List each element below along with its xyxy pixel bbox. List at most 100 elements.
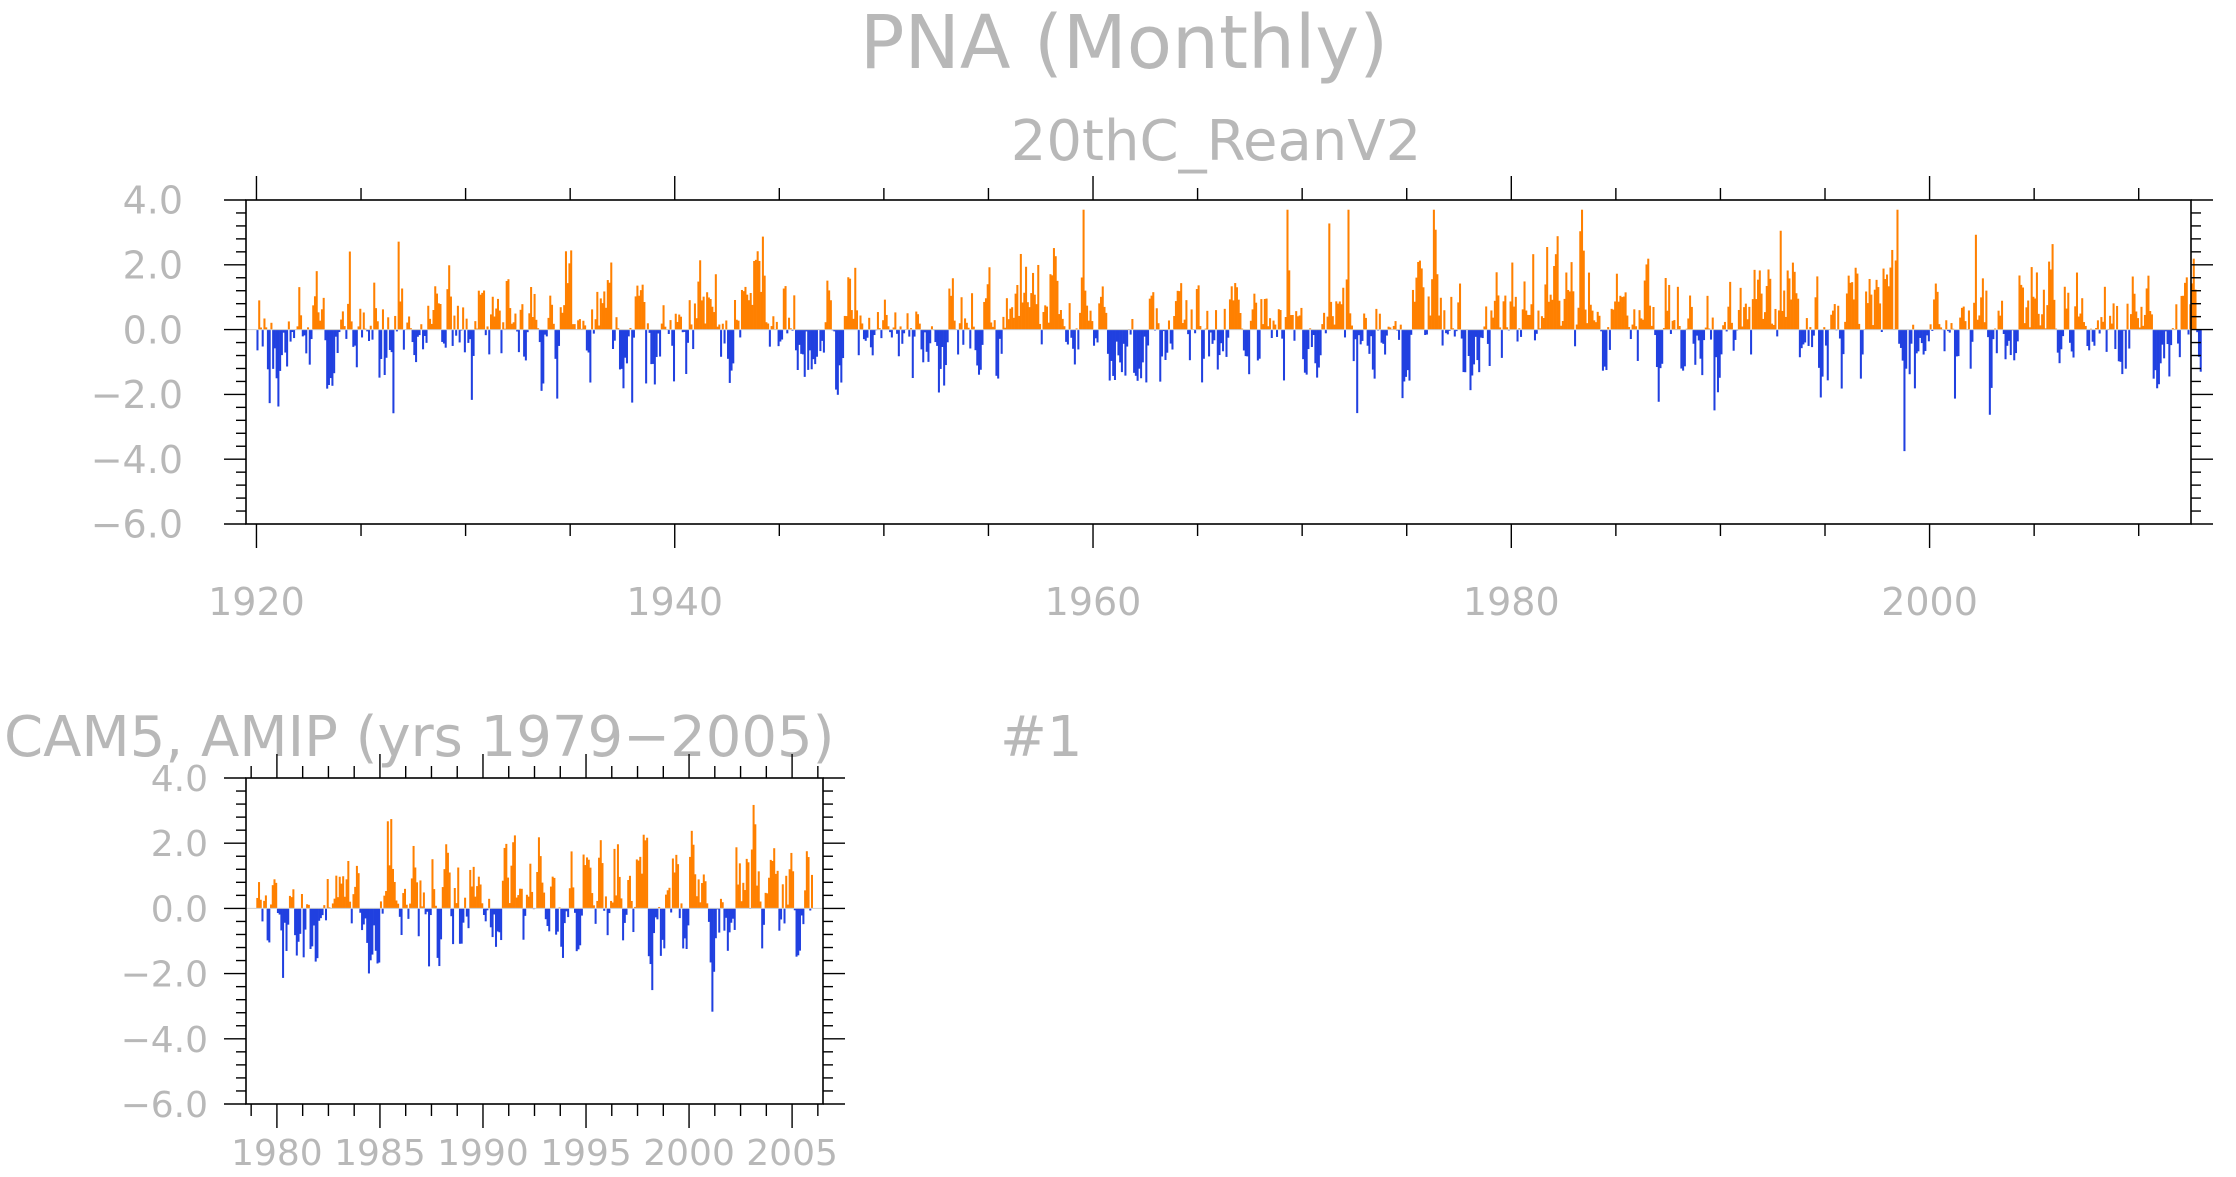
bar-138 bbox=[493, 908, 496, 915]
bar-59 bbox=[359, 308, 362, 330]
bar-470 bbox=[1075, 328, 1078, 330]
bar-323 bbox=[810, 874, 813, 909]
bar-678 bbox=[1438, 315, 1441, 330]
bar-898 bbox=[1821, 329, 1824, 377]
bar-272 bbox=[730, 329, 733, 371]
bar-214 bbox=[629, 327, 632, 330]
bar-187 bbox=[582, 320, 585, 330]
bar-88 bbox=[409, 328, 412, 330]
bar-487 bbox=[1105, 312, 1108, 330]
bar-783 bbox=[1621, 297, 1624, 330]
bar-632 bbox=[1357, 329, 1360, 336]
bar-319 bbox=[812, 329, 815, 360]
bar-605 bbox=[1310, 329, 1313, 348]
bar-1056 bbox=[2096, 320, 2099, 330]
bar-462 bbox=[1061, 318, 1064, 330]
bar-157 bbox=[525, 894, 528, 909]
bar-810 bbox=[1668, 284, 1671, 330]
bar-261 bbox=[711, 306, 714, 330]
bar-207 bbox=[617, 328, 620, 330]
bar-136 bbox=[493, 316, 496, 330]
bar-265 bbox=[711, 908, 714, 1012]
bar-619 bbox=[1335, 301, 1338, 330]
bar-1021 bbox=[2035, 272, 2038, 330]
bar-580 bbox=[1267, 326, 1270, 330]
bar-960 bbox=[1929, 324, 1932, 330]
bar-840 bbox=[1720, 329, 1723, 355]
bar-170 bbox=[552, 323, 555, 330]
bar-1090 bbox=[2156, 329, 2159, 389]
bar-344 bbox=[855, 310, 859, 330]
bar-198 bbox=[596, 900, 599, 909]
bar-92 bbox=[416, 329, 419, 337]
bar-399 bbox=[951, 278, 954, 330]
bar-677 bbox=[1436, 274, 1439, 330]
bar-729 bbox=[1526, 314, 1530, 330]
bar-78 bbox=[390, 819, 393, 909]
bar-578 bbox=[1263, 298, 1266, 330]
bar-571 bbox=[1251, 309, 1254, 330]
bar-148 bbox=[514, 313, 517, 330]
bar-933 bbox=[1882, 268, 1885, 330]
bar-95 bbox=[422, 329, 425, 350]
bar-13 bbox=[279, 329, 282, 371]
bar-241 bbox=[670, 908, 673, 913]
bar-765 bbox=[1589, 304, 1592, 330]
bar-342 bbox=[852, 318, 855, 330]
bar-183 bbox=[570, 851, 573, 909]
bar-165 bbox=[539, 856, 542, 909]
bar-252 bbox=[695, 318, 698, 330]
bar-749 bbox=[1561, 321, 1564, 330]
bar-205 bbox=[613, 329, 616, 341]
bar-443 bbox=[1028, 307, 1031, 330]
bar-240 bbox=[668, 887, 671, 909]
bar-307 bbox=[791, 329, 794, 331]
bar-596 bbox=[1295, 311, 1298, 330]
bar-745 bbox=[1554, 254, 1557, 330]
bar-305 bbox=[780, 908, 783, 920]
bar-0 bbox=[256, 329, 259, 351]
bar-227 bbox=[652, 329, 655, 364]
bar-226 bbox=[650, 329, 653, 365]
bar-314 bbox=[795, 908, 798, 957]
bar-83 bbox=[401, 288, 404, 330]
bar-11 bbox=[275, 882, 278, 909]
bar-173 bbox=[557, 329, 561, 346]
bar-300 bbox=[771, 860, 774, 909]
bar-413 bbox=[976, 329, 979, 366]
bar-433 bbox=[1011, 307, 1014, 330]
x-tick-label-3: 1995 bbox=[540, 1133, 632, 1174]
bar-676 bbox=[1434, 229, 1437, 330]
bar-751 bbox=[1565, 272, 1568, 330]
bar-408 bbox=[967, 327, 970, 330]
bar-110 bbox=[445, 844, 448, 909]
bar-979 bbox=[1962, 306, 1965, 330]
bar-91 bbox=[415, 329, 418, 363]
bar-986 bbox=[1974, 234, 1977, 330]
bar-1079 bbox=[2136, 318, 2140, 330]
bar-893 bbox=[1812, 329, 1815, 336]
bar-518 bbox=[1159, 329, 1162, 382]
bar-781 bbox=[1617, 301, 1620, 330]
bar-315 bbox=[805, 329, 808, 332]
bar-617 bbox=[1331, 316, 1334, 330]
bar-65 bbox=[369, 325, 372, 330]
bar-321 bbox=[807, 857, 810, 909]
bar-885 bbox=[1798, 329, 1801, 358]
bar-899 bbox=[1823, 327, 1826, 330]
bar-211 bbox=[618, 876, 621, 909]
bar-323 bbox=[819, 329, 822, 352]
bar-581 bbox=[1269, 318, 1272, 330]
bar-1108 bbox=[2187, 329, 2190, 335]
bar-689 bbox=[1457, 302, 1460, 330]
bar-45 bbox=[334, 329, 337, 337]
bar-561 bbox=[1234, 283, 1237, 330]
bar-77 bbox=[388, 865, 391, 909]
bar-466 bbox=[1068, 303, 1071, 330]
bar-474 bbox=[1082, 209, 1085, 330]
bar-1019 bbox=[2032, 296, 2035, 330]
bar-467 bbox=[1070, 329, 1073, 338]
bar-567 bbox=[1244, 329, 1247, 357]
bar-39 bbox=[324, 329, 327, 341]
bar-148 bbox=[510, 865, 513, 909]
